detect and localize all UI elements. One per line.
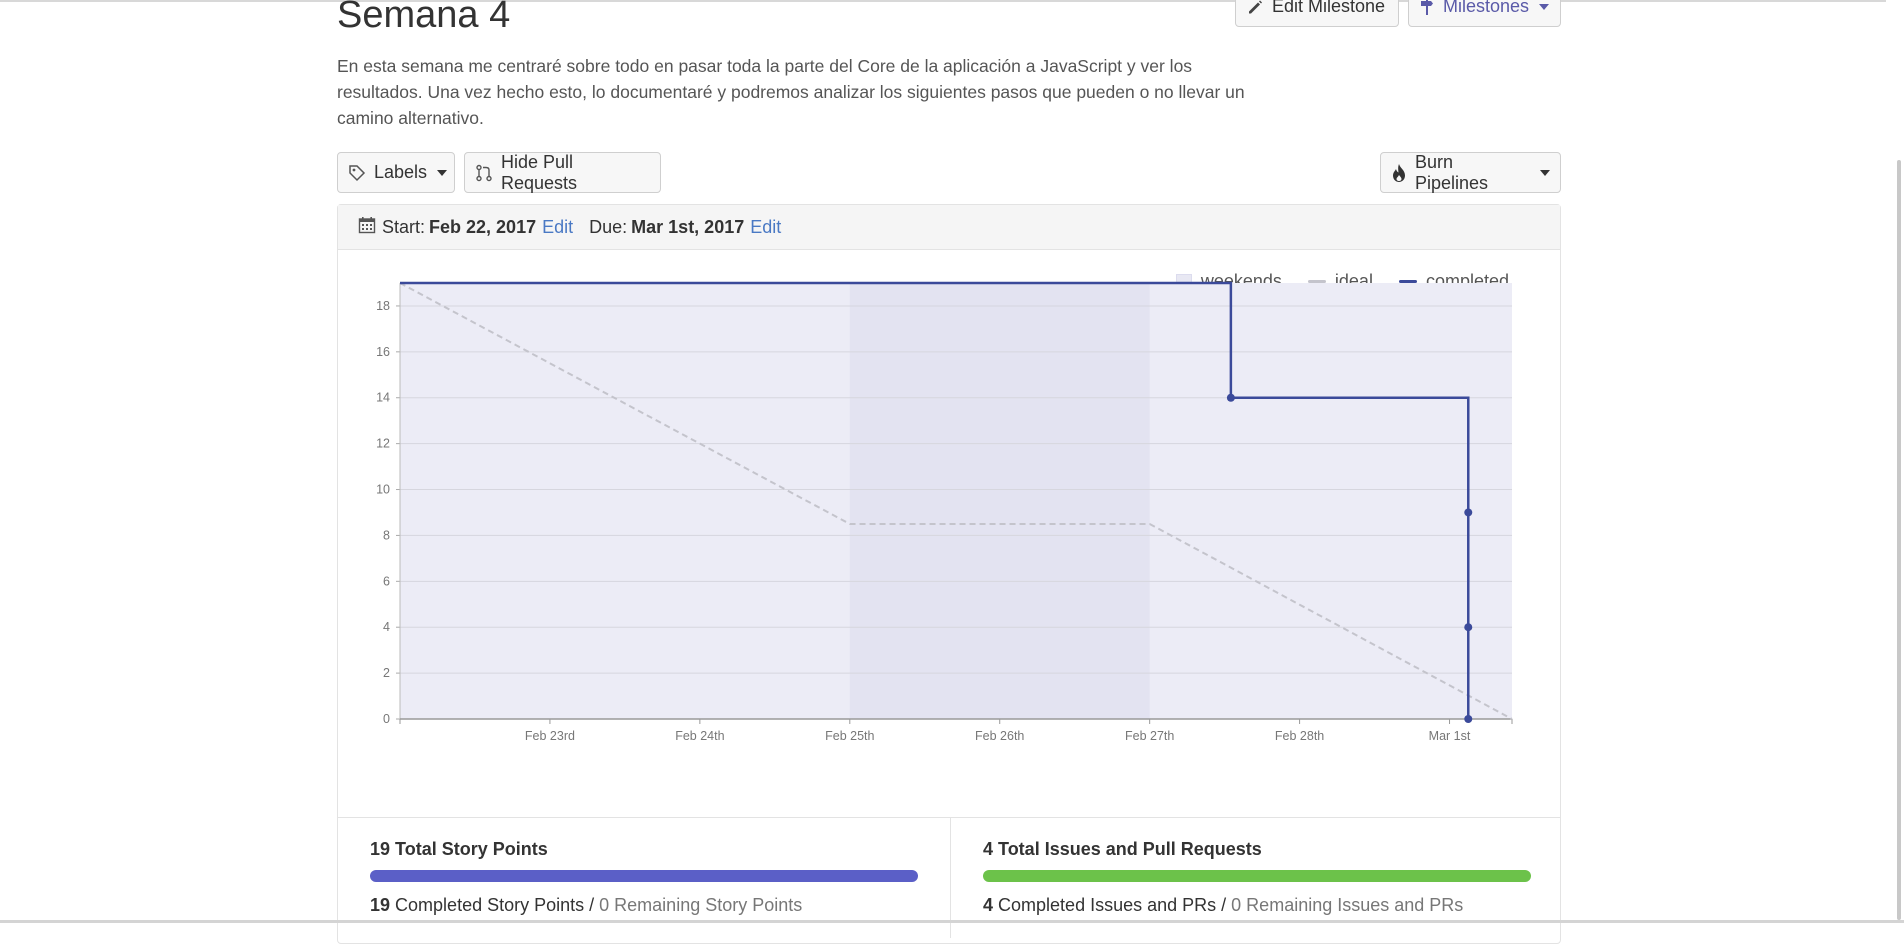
- x-tick-label: Feb 23rd: [525, 729, 575, 743]
- milestones-dropdown[interactable]: Milestones: [1408, 0, 1561, 27]
- ideal-series-line: [399, 282, 1513, 720]
- burn-pipelines-dropdown[interactable]: Burn Pipelines: [1380, 152, 1561, 193]
- hide-pull-requests-button[interactable]: Hide Pull Requests: [464, 152, 661, 193]
- y-tick-label: 10: [376, 483, 390, 497]
- story-points-progress-bar: [370, 870, 918, 882]
- issues-summary: 4 Completed Issues and PRs / 0 Remaining…: [983, 895, 1464, 915]
- milestone-description: En esta semana me centraré sobre todo en…: [337, 56, 1245, 128]
- x-tick-label: Mar 1st: [1429, 729, 1471, 743]
- chevron-down-icon: [1540, 169, 1550, 176]
- pull-request-icon: [475, 164, 493, 182]
- completed-point: [1226, 393, 1235, 402]
- edit-start-date-link[interactable]: Edit: [542, 216, 574, 237]
- x-tick-label: Feb 26th: [975, 729, 1024, 743]
- x-tick-label: Feb 24th: [675, 729, 724, 743]
- x-tick-label: Feb 25th: [825, 729, 874, 743]
- y-tick-label: 18: [376, 299, 390, 313]
- story-points-heading: 19 Total Story Points: [370, 839, 548, 859]
- milestone-signpost-icon: [1419, 0, 1435, 16]
- due-date: Mar 1st, 2017: [631, 216, 745, 237]
- pencil-icon: [1246, 0, 1264, 16]
- due-label: Due:: [589, 216, 628, 237]
- milestones-label: Milestones: [1443, 0, 1530, 16]
- burndown-panel: Start: Feb 22, 2017 Edit Due: Mar 1st, 2…: [337, 204, 1561, 944]
- edit-due-date-link[interactable]: Edit: [750, 216, 782, 237]
- top-border: [0, 0, 1904, 2]
- chevron-down-icon: [437, 169, 448, 176]
- y-tick-label: 6: [383, 574, 390, 588]
- y-tick-label: 4: [383, 620, 390, 634]
- x-tick-label: Feb 28th: [1275, 729, 1324, 743]
- y-tick-label: 2: [383, 666, 390, 680]
- issues-progress-bar: [983, 870, 1531, 882]
- burndown-chart: 0 2 4 6 8 10 12 14 16 18 Feb 23rd Feb 24th Feb 25th F…: [376, 281, 1513, 743]
- completed-swatch: [1398, 280, 1417, 283]
- completed-point: [1464, 623, 1473, 632]
- y-tick-label: 0: [383, 712, 390, 726]
- hide-pull-requests-label: Hide Pull Requests: [501, 151, 578, 193]
- issues-stat: 4 Total Issues and Pull Requests 4 Compl…: [951, 818, 1560, 938]
- y-tick-label: 16: [376, 345, 390, 359]
- labels-button[interactable]: Labels: [337, 152, 455, 193]
- labels-label: Labels: [374, 162, 428, 182]
- start-date: Feb 22, 2017: [429, 216, 537, 237]
- completed-point: [1464, 508, 1473, 517]
- story-points-stat: 19 Total Story Points 19 Completed Story…: [338, 818, 951, 938]
- tag-icon: [348, 164, 366, 182]
- edit-milestone-label: Edit Milestone: [1272, 0, 1386, 16]
- edit-milestone-button[interactable]: Edit Milestone: [1235, 0, 1399, 27]
- calendar-icon: [358, 216, 376, 239]
- chevron-down-icon: [1539, 3, 1550, 10]
- issues-heading: 4 Total Issues and Pull Requests: [983, 839, 1262, 859]
- weekend-band: [849, 283, 1150, 719]
- y-tick-label: 8: [383, 528, 390, 542]
- start-label: Start:: [382, 216, 426, 237]
- scrollbar-thumb[interactable]: [1897, 160, 1901, 920]
- burn-pipelines-label: Burn Pipelines: [1415, 151, 1489, 193]
- milestone-stats: 19 Total Story Points 19 Completed Story…: [338, 817, 1560, 938]
- milestone-title: Semana 4: [337, 0, 511, 36]
- page-scrollbar[interactable]: [1886, 0, 1904, 923]
- ideal-swatch: [1307, 280, 1326, 283]
- y-tick-label: 12: [376, 437, 390, 451]
- x-tick-label: Feb 27th: [1125, 729, 1174, 743]
- completed-point: [1464, 715, 1473, 723]
- flame-icon: [1391, 163, 1407, 183]
- bottom-border: [0, 920, 1904, 923]
- milestone-dates: Start: Feb 22, 2017 Edit Due: Mar 1st, 2…: [338, 205, 1560, 250]
- y-tick-label: 14: [376, 391, 390, 405]
- story-points-summary: 19 Completed Story Points / 0 Remaining …: [370, 895, 803, 915]
